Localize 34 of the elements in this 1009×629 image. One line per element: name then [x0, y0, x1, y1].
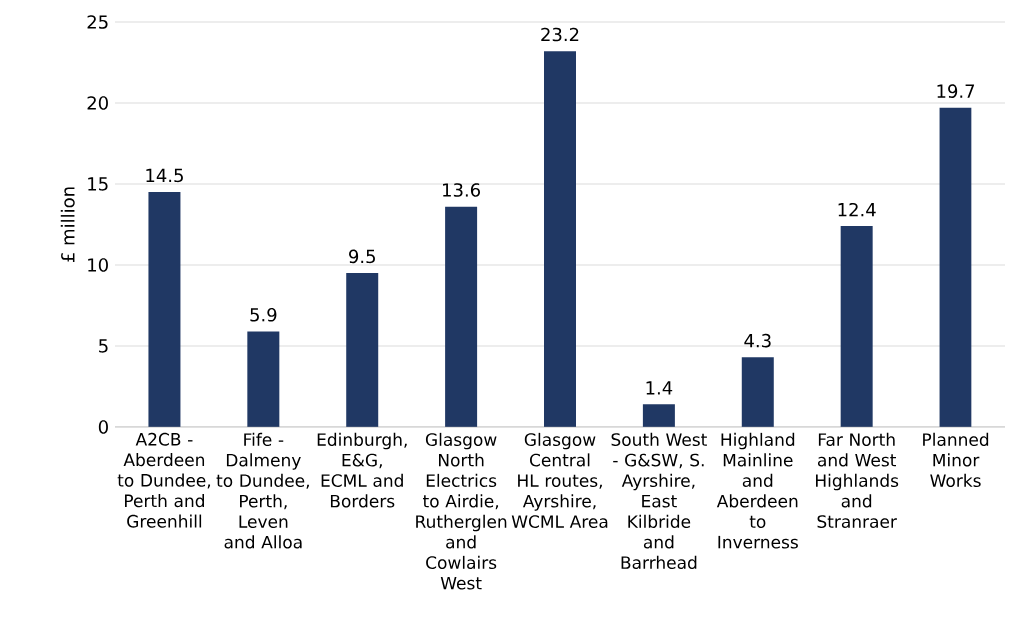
x-tick-label: Highland Mainline and Aberdeen to Inverness — [716, 432, 798, 549]
x-tick-label: Glasgow Central HL routes, Ayrshire, WCML Area — [511, 432, 608, 529]
data-label: 19.7 — [937, 84, 975, 98]
x-tick-label: Edinburgh, E&G, ECML and Borders — [317, 432, 407, 508]
data-label: 12.4 — [838, 202, 876, 217]
y-tick-label: 20 — [87, 96, 108, 110]
data-label: 14.5 — [146, 168, 183, 183]
data-label: 23.2 — [541, 27, 579, 42]
y-tick-label: 25 — [87, 15, 108, 29]
x-tick-label: Glasgow North Electrics to Airdie, Rutherglen and Cowlairs West — [416, 432, 507, 590]
bar — [840, 226, 873, 427]
x-tick-label: A2CB - Aberdeen to Dundee, Perth and Greenhill — [117, 432, 211, 528]
bar — [247, 331, 280, 427]
bar — [148, 192, 181, 427]
data-label: 1.4 — [646, 381, 673, 395]
y-axis-title: £ million — [60, 187, 75, 262]
data-label: 9.5 — [349, 249, 375, 264]
data-label: 5.9 — [250, 307, 277, 322]
x-tick-label: Planned Minor Works — [923, 432, 989, 488]
bar — [939, 107, 972, 427]
x-tick-label: Fife - Dalmeny to Dundee, Perth, Leven and Alloa — [216, 432, 309, 549]
bar — [346, 273, 379, 427]
bar — [642, 404, 675, 427]
data-label: 4.3 — [744, 333, 771, 348]
y-tick-label: 10 — [88, 258, 108, 272]
y-tick-label: 5 — [99, 339, 108, 353]
bar — [741, 357, 774, 427]
bar — [445, 206, 478, 427]
data-label: 13.6 — [443, 183, 481, 197]
y-tick-label: 15 — [88, 177, 108, 191]
bar — [544, 51, 576, 427]
x-tick-label: Far North and West Highlands and Stranraer — [816, 432, 899, 529]
x-tick-label: South West - G&SW, S. Ayrshire, East Kilbride and Barrhead — [611, 432, 707, 570]
y-tick-label: 0 — [98, 420, 108, 434]
